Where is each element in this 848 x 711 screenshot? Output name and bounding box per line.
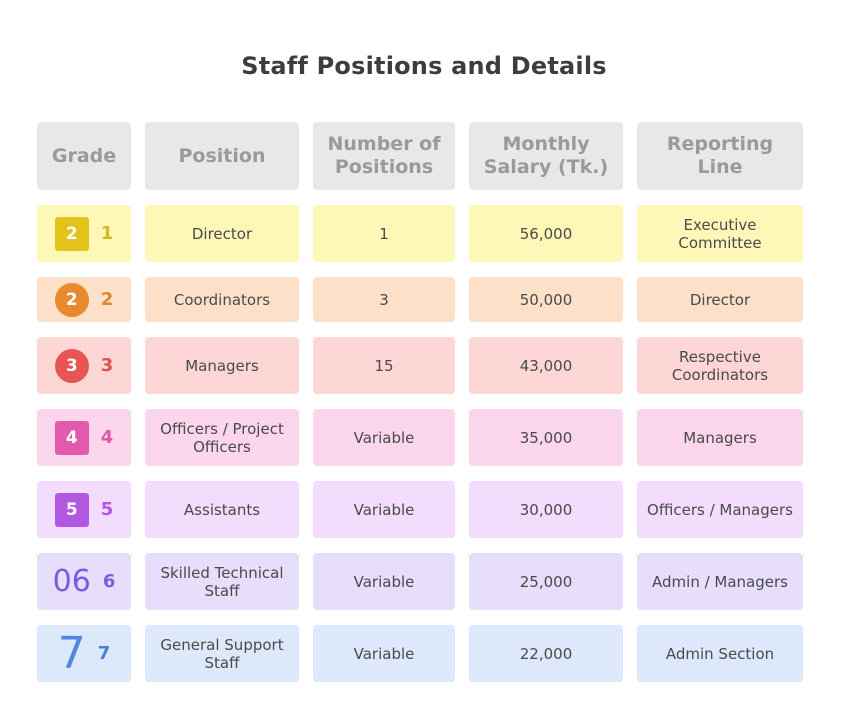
reporting-value: Managers: [683, 428, 757, 447]
grade-number: 6: [102, 570, 116, 592]
count-value: Variable: [353, 428, 415, 447]
position-cell: Assistants: [145, 481, 299, 538]
reporting-cell: Admin / Managers: [637, 553, 803, 610]
salary-value: 43,000: [519, 356, 573, 375]
count-value: Variable: [353, 644, 415, 663]
reporting-value: Executive Committee: [678, 215, 762, 252]
grade-number: 1: [100, 222, 114, 244]
page-title: Staff Positions and Details: [241, 52, 607, 80]
count-value: Variable: [353, 572, 415, 591]
grade-badge: 5: [54, 492, 89, 527]
count-cell: Variable: [313, 481, 455, 538]
position-value: Managers: [185, 356, 259, 375]
salary-value: 50,000: [519, 290, 573, 309]
reporting-value: Admin Section: [665, 644, 775, 663]
position-value: Officers / Project Officers: [160, 419, 284, 456]
reporting-value: Officers / Managers: [647, 500, 793, 519]
count-value: 15: [374, 356, 394, 375]
position-value: General Support Staff: [160, 635, 284, 672]
salary-cell: 50,000: [469, 277, 623, 322]
count-cell: 15: [313, 337, 455, 394]
header-count: Number of Positions: [313, 122, 455, 190]
reporting-cell: Executive Committee: [637, 205, 803, 262]
salary-cell: 56,000: [469, 205, 623, 262]
reporting-cell: Director: [637, 277, 803, 322]
grade-number: 5: [100, 498, 114, 520]
salary-value: 56,000: [519, 224, 573, 243]
salary-value: 25,000: [519, 572, 573, 591]
count-cell: Variable: [313, 553, 455, 610]
grade-number: 3: [100, 354, 114, 376]
reporting-value: Respective Coordinators: [671, 347, 769, 384]
position-cell: General Support Staff: [145, 625, 299, 682]
position-cell: Managers: [145, 337, 299, 394]
count-cell: Variable: [313, 409, 455, 466]
reporting-cell: Admin Section: [637, 625, 803, 682]
reporting-cell: Managers: [637, 409, 803, 466]
salary-value: 35,000: [519, 428, 573, 447]
grade-badge: 3: [54, 348, 89, 383]
grade-badge: 06: [52, 563, 91, 599]
grade-number: 7: [97, 642, 111, 664]
position-cell: Director: [145, 205, 299, 262]
grade-badge: 2: [54, 216, 89, 251]
reporting-value: Admin / Managers: [652, 572, 788, 591]
salary-value: 22,000: [519, 644, 573, 663]
count-cell: 3: [313, 277, 455, 322]
salary-cell: 25,000: [469, 553, 623, 610]
grade-badge: 7: [57, 627, 86, 679]
reporting-cell: Officers / Managers: [637, 481, 803, 538]
salary-cell: 35,000: [469, 409, 623, 466]
count-cell: Variable: [313, 625, 455, 682]
reporting-value: Director: [689, 290, 751, 309]
position-value: Assistants: [183, 500, 261, 519]
position-value: Skilled Technical Staff: [160, 563, 284, 600]
grade-badge: 4: [54, 420, 89, 455]
salary-cell: 30,000: [469, 481, 623, 538]
grade-cell: 06 6: [37, 553, 131, 610]
header-reporting: Reporting Line: [637, 122, 803, 190]
header-grade: Grade: [37, 122, 131, 190]
grade-number: 4: [100, 426, 114, 448]
salary-cell: 43,000: [469, 337, 623, 394]
count-value: Variable: [353, 500, 415, 519]
salary-value: 30,000: [519, 500, 573, 519]
reporting-cell: Respective Coordinators: [637, 337, 803, 394]
count-value: 1: [379, 224, 389, 243]
header-salary: Monthly Salary (Tk.): [469, 122, 623, 190]
position-value: Director: [191, 224, 253, 243]
position-cell: Coordinators: [145, 277, 299, 322]
grade-number: 2: [100, 288, 114, 310]
position-cell: Officers / Project Officers: [145, 409, 299, 466]
position-value: Coordinators: [173, 290, 271, 309]
grade-badge: 2: [54, 282, 89, 317]
count-value: 3: [379, 290, 389, 309]
count-cell: 1: [313, 205, 455, 262]
salary-cell: 22,000: [469, 625, 623, 682]
position-cell: Skilled Technical Staff: [145, 553, 299, 610]
header-position: Position: [145, 122, 299, 190]
